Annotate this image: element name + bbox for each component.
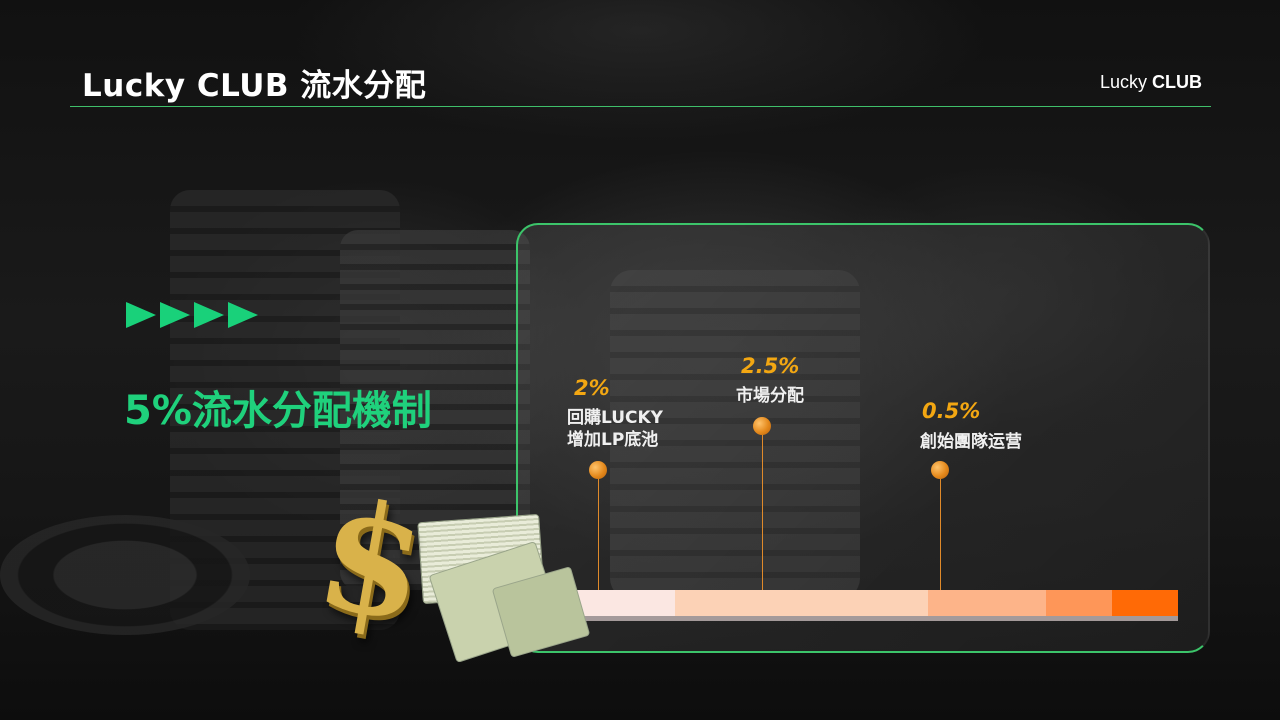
distribution-bar [560, 590, 1178, 616]
arrow-icon [126, 302, 156, 328]
arrow-icon [194, 302, 224, 328]
brand-logo-text: Lucky CLUB [1100, 72, 1202, 93]
arrow-icon [160, 302, 190, 328]
bar-segment [928, 590, 1046, 616]
arrow-icon [228, 302, 258, 328]
distribution-label-2: 市場分配 [736, 385, 804, 407]
marker-stem-2 [762, 435, 763, 590]
distribution-percent-3: 0.5% [922, 399, 981, 423]
distribution-label-line: 回購LUCKY [567, 408, 663, 428]
distribution-label-1: 回購LUCKY 增加LP底池 [567, 407, 663, 451]
brand-prefix: Lucky [1099, 72, 1147, 92]
distribution-percent-2: 2.5% [741, 354, 800, 378]
marker-stem-1 [598, 479, 599, 590]
bar-segment [1112, 590, 1178, 616]
distribution-percent-1: 2% [574, 376, 610, 400]
distribution-label-line: 創始團隊运营 [920, 432, 1022, 452]
header-divider [70, 106, 1211, 107]
distribution-label-line: 市場分配 [736, 386, 804, 406]
brand-bold: CLUB [1152, 72, 1202, 92]
marker-dot-2 [753, 417, 771, 435]
gold-dollar-icon: $ [305, 465, 439, 657]
distribution-label-line: 增加LP底池 [567, 430, 659, 450]
bar-shadow [560, 616, 1178, 621]
poker-chip-flat [0, 515, 250, 635]
money-illustration: $ [306, 465, 591, 664]
distribution-label-3: 創始團隊运营 [920, 431, 1022, 453]
bar-segment [1046, 590, 1112, 616]
marker-stem-3 [940, 479, 941, 590]
page-title: Lucky CLUB 流水分配 [82, 68, 427, 104]
mechanism-headline: 5%流水分配機制 [124, 388, 432, 434]
marker-dot-3 [931, 461, 949, 479]
distribution-panel [516, 223, 1210, 653]
bar-segment [675, 590, 928, 616]
marker-dot-1 [589, 461, 607, 479]
arrow-decoration [126, 302, 258, 328]
